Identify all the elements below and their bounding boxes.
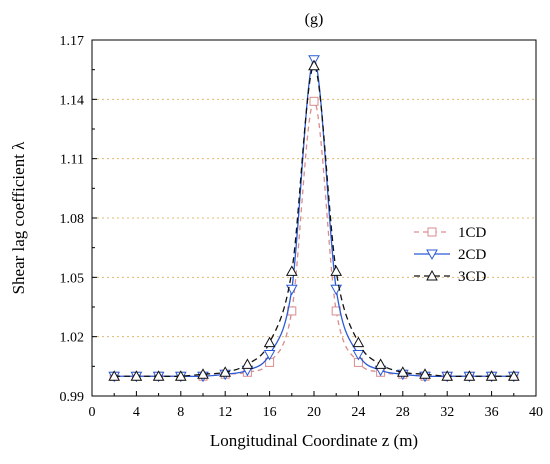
x-tick-label: 28 (396, 405, 410, 420)
data-point (419, 368, 431, 379)
y-tick-label: 1.08 (60, 212, 85, 227)
data-point (374, 358, 387, 369)
x-tick-label: 24 (351, 405, 365, 420)
data-point (308, 59, 320, 71)
series-group (108, 55, 520, 383)
data-point (130, 370, 143, 381)
data-point (285, 265, 298, 276)
y-tick-label: 0.99 (60, 390, 85, 405)
x-tick-label: 0 (89, 405, 96, 420)
data-point (426, 269, 438, 281)
x-tick-label: 16 (263, 405, 277, 420)
y-tick-label: 1.05 (60, 271, 85, 286)
data-point (197, 368, 209, 379)
data-point (241, 358, 254, 369)
data-point (485, 370, 498, 381)
series-line (114, 65, 514, 378)
series-1cd (109, 96, 519, 381)
series-3cd (108, 59, 520, 381)
x-tick-label: 20 (307, 405, 321, 420)
legend-label: 2CD (458, 247, 487, 263)
chart-title: (g) (305, 11, 324, 28)
data-point (352, 336, 365, 348)
data-point (219, 366, 232, 377)
data-point (309, 96, 319, 106)
x-axis-label: Longitudinal Coordinate z (m) (210, 431, 418, 450)
data-point (441, 370, 454, 381)
data-point (426, 249, 438, 261)
data-point (263, 349, 276, 361)
data-point (108, 370, 121, 381)
legend: 1CD 2CD 3CD (414, 225, 487, 285)
x-tick-label: 4 (133, 405, 140, 420)
legend-label: 3CD (458, 269, 487, 285)
x-tick-label: 12 (218, 405, 232, 420)
x-tick-label: 8 (177, 405, 184, 420)
data-point (174, 370, 187, 381)
series-line (114, 100, 514, 378)
data-point (352, 349, 365, 361)
legend-label: 1CD (458, 225, 487, 241)
y-tick-label: 1.02 (60, 331, 85, 346)
x-tick-label: 36 (485, 405, 499, 420)
data-point (396, 366, 409, 377)
grid-lines (92, 98, 536, 338)
axes-ticks: 0 4 8 12 16 20 24 28 32 36 40 0.99 1.02 1.05 1.08 1.11 1… (60, 34, 544, 420)
x-tick-label: 32 (440, 405, 454, 420)
y-axis-label: Shear lag coefficient λ (9, 141, 28, 295)
x-tick-label: 40 (529, 405, 543, 420)
y-tick-label: 1.17 (60, 34, 85, 49)
data-point (152, 370, 165, 381)
y-tick-label: 1.14 (60, 93, 85, 108)
data-point (330, 265, 343, 276)
data-point (463, 370, 476, 381)
data-point (263, 336, 276, 348)
data-point (427, 227, 437, 237)
data-point (507, 370, 520, 381)
y-tick-label: 1.11 (60, 153, 84, 168)
